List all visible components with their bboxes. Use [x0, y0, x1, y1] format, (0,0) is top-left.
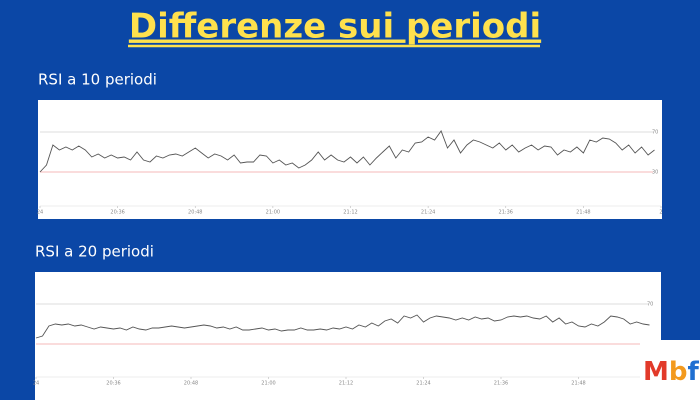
logo-letter: b: [669, 357, 688, 387]
x-tick-label: 24: [33, 381, 39, 387]
x-tick-label: 21:24: [416, 381, 430, 387]
x-tick-label: 20:48: [188, 210, 202, 216]
chart-panel: [38, 100, 662, 219]
x-tick-label: 21:48: [576, 210, 590, 216]
x-tick-label: 21:24: [421, 210, 435, 216]
y-tick-label: 30: [652, 170, 658, 176]
logo: Mbf: [643, 357, 700, 387]
rsi-line: [35, 314, 650, 339]
x-tick-label: 21:36: [494, 381, 508, 387]
chart-title: RSI a 10 periodi: [38, 71, 157, 89]
chart-title: RSI a 20 periodi: [35, 243, 154, 261]
logo-letter: M: [643, 357, 669, 387]
x-tick-label: 20:48: [184, 381, 198, 387]
y-tick-label: 70: [652, 130, 658, 136]
page-title: Differenze sui periodi: [129, 7, 541, 47]
x-tick-label: 21:12: [339, 381, 353, 387]
x-tick-label: 21:00: [261, 381, 275, 387]
rsi-line: [39, 130, 655, 173]
x-tick-label: 24: [37, 210, 43, 216]
y-tick-label: 70: [647, 302, 653, 308]
x-tick-label: 21:12: [343, 210, 357, 216]
chart-panel: [35, 272, 661, 400]
x-tick-label: 2: [659, 210, 662, 216]
logo-box: [640, 340, 700, 400]
x-tick-label: 21:48: [571, 381, 585, 387]
logo-letter: f: [688, 357, 700, 387]
x-tick-label: 21:00: [266, 210, 280, 216]
x-tick-label: 20:36: [110, 210, 124, 216]
x-tick-label: 20:36: [106, 381, 120, 387]
x-tick-label: 21:36: [499, 210, 513, 216]
